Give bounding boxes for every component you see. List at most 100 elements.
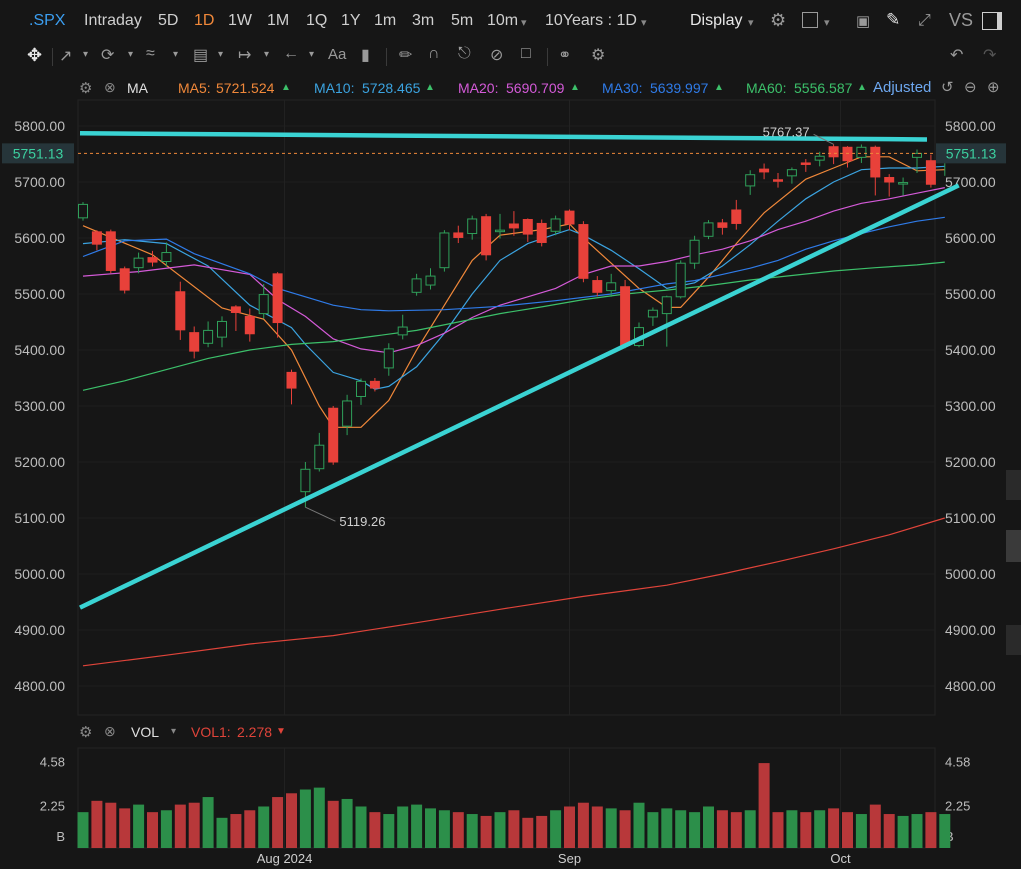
chevron-down-icon[interactable]: ▾: [83, 49, 89, 60]
magnet-icon[interactable]: ∩: [428, 45, 440, 62]
chevron-down-icon[interactable]: ▾: [218, 49, 224, 60]
candle-body: [411, 278, 422, 293]
up-arrow-icon: ▲: [281, 82, 291, 93]
period-5d[interactable]: 5D: [158, 12, 179, 29]
y-tick-label-right: 5200.00: [945, 454, 996, 470]
compare-vs-button[interactable]: VS: [949, 10, 974, 30]
zoom-in-icon[interactable]: ⊕: [987, 79, 1000, 96]
trash-icon[interactable]: □: [521, 45, 531, 62]
candle-body: [314, 444, 325, 470]
gear-icon[interactable]: ⚙: [79, 80, 93, 97]
candle-body: [300, 468, 311, 493]
candle-body: [842, 146, 853, 162]
reset-icon[interactable]: ↺: [941, 79, 954, 96]
candle-body: [91, 231, 102, 245]
ruler-icon[interactable]: ✏: [399, 47, 413, 64]
ma-label[interactable]: MA: [127, 80, 148, 96]
candle-body: [78, 203, 88, 219]
gear-icon[interactable]: ⚙: [79, 724, 93, 741]
arrow-tool-icon[interactable]: ←: [283, 45, 299, 62]
up-arrow-icon: ▲: [714, 82, 724, 93]
chevron-down-icon[interactable]: ▾: [309, 49, 315, 60]
ma5-label: MA5:: [178, 80, 211, 96]
cycle-tool-icon[interactable]: ⟳: [101, 47, 115, 64]
zoom-out-icon[interactable]: ⊖: [964, 79, 977, 96]
measure-tool-icon[interactable]: ↦: [238, 47, 252, 64]
comment-tool-icon[interactable]: ▮: [361, 47, 370, 64]
volume-bar: [911, 814, 923, 848]
chevron-down-icon[interactable]: ▾: [824, 17, 830, 29]
volume-bar: [230, 814, 242, 848]
candle-body: [286, 371, 297, 389]
candle-body: [230, 306, 241, 313]
display-menu[interactable]: Display: [690, 12, 743, 29]
sidebar-toggle-icon[interactable]: [982, 12, 1002, 30]
move-crosshair-icon[interactable]: ✥: [27, 45, 43, 65]
lock-drawing-icon[interactable]: ⎋: [458, 45, 471, 62]
volume-bar: [425, 808, 436, 848]
period-10min[interactable]: 10m: [487, 12, 519, 29]
x-tick-label: Oct: [830, 851, 851, 866]
chevron-down-icon[interactable]: ▾: [748, 17, 754, 29]
gear-icon[interactable]: ⚙: [591, 47, 606, 64]
y-tick-label-right: 4800.00: [945, 678, 996, 694]
divider: [52, 48, 53, 66]
volume-bar: [341, 798, 353, 848]
text-tool-icon[interactable]: Aa: [328, 46, 347, 63]
low-annotation-leader: [305, 506, 336, 522]
vol-label[interactable]: VOL: [131, 724, 160, 740]
period-3min[interactable]: 3m: [412, 12, 435, 29]
ma-legend-bar: ⚙ ⊗ MA MA5: 5721.524 ▲ MA10: 5728.465 ▲ …: [0, 74, 1005, 100]
camera-icon[interactable]: ▣: [856, 13, 871, 30]
volume-tick-right: 2.25: [945, 799, 970, 814]
period-1d[interactable]: 1D: [194, 12, 215, 29]
close-icon[interactable]: ⊗: [104, 79, 116, 95]
divider: [386, 48, 387, 66]
side-panel-edge: [1006, 470, 1021, 500]
close-icon[interactable]: ⊗: [104, 723, 116, 739]
volume-tick-left: B: [56, 829, 65, 844]
chevron-down-icon[interactable]: ▾: [128, 49, 134, 60]
chevron-down-icon[interactable]: ▾: [641, 17, 647, 29]
undo-icon[interactable]: ↶: [950, 47, 964, 64]
period-1q[interactable]: 1Q: [306, 12, 328, 29]
period-1y[interactable]: 1Y: [341, 12, 361, 29]
volume-bar: [647, 812, 659, 848]
volume-bar: [939, 814, 951, 848]
volume-bar: [842, 812, 853, 848]
chevron-down-icon[interactable]: ▾: [173, 49, 179, 60]
ma60-label: MA60:: [746, 80, 787, 96]
candle-body: [786, 169, 797, 177]
period-1m[interactable]: 1M: [267, 12, 290, 29]
period-intraday[interactable]: Intraday: [84, 12, 142, 29]
settings-gear-icon[interactable]: ⚙: [770, 10, 787, 30]
chart-type-icon[interactable]: [802, 12, 818, 28]
pencil-icon[interactable]: ✎: [886, 10, 901, 29]
candle-body: [912, 152, 922, 158]
redo-icon[interactable]: ↷: [983, 47, 997, 64]
fullscreen-icon[interactable]: ⤢: [918, 12, 931, 29]
period-1min[interactable]: 1m: [374, 12, 397, 29]
hide-drawing-icon[interactable]: ⊘: [490, 47, 504, 64]
chevron-down-icon[interactable]: ▾: [521, 17, 527, 29]
period-1w[interactable]: 1W: [228, 12, 252, 29]
range-select[interactable]: 10Years : 1D: [545, 12, 637, 29]
chevron-down-icon[interactable]: ▾: [264, 49, 270, 60]
down-arrow-icon: ▼: [276, 726, 286, 737]
candle-body: [397, 326, 408, 336]
ma-line-ma10: [82, 165, 945, 390]
link-icon[interactable]: ⚭: [558, 47, 572, 64]
chevron-down-icon[interactable]: ▾: [171, 726, 177, 737]
line-tool-icon[interactable]: ↗: [59, 48, 73, 65]
period-5min[interactable]: 5m: [451, 12, 474, 29]
adjusted-label[interactable]: Adjusted: [873, 79, 932, 96]
ma-line-ma250: [82, 517, 945, 667]
candle-body: [606, 282, 617, 292]
fibonacci-tool-icon[interactable]: ▤: [193, 47, 209, 64]
volume-bar: [800, 812, 812, 848]
volume-bar: [605, 808, 617, 848]
y-tick-label-left: 4800.00: [14, 678, 65, 694]
symbol-label[interactable]: .SPX: [29, 12, 66, 29]
wave-tool-icon[interactable]: ≈: [146, 45, 155, 62]
